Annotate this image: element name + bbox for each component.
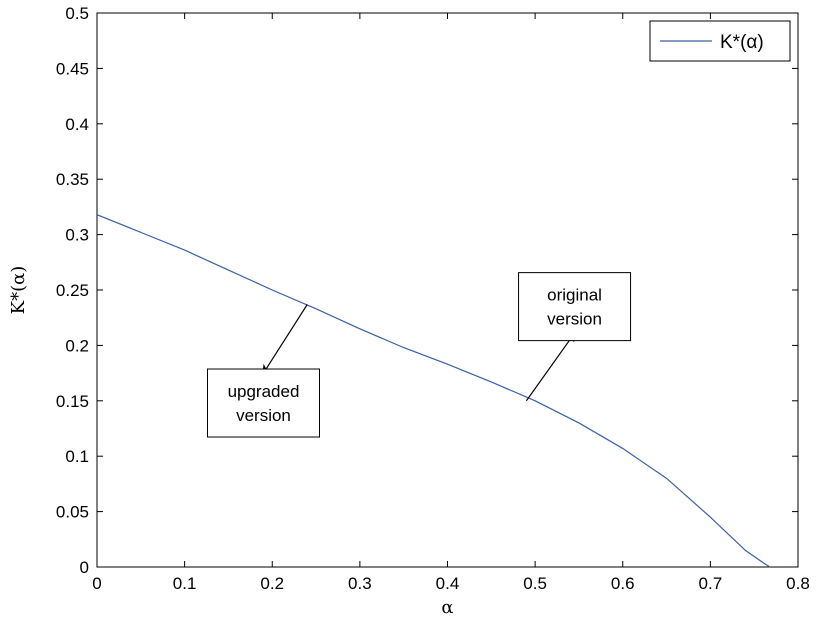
x-tick-label: 0 (92, 574, 101, 593)
y-tick-label: 0.25 (56, 281, 89, 300)
legend-label: K*(α) (720, 32, 764, 53)
x-tick-label: 0.7 (699, 574, 723, 593)
y-tick-label: 0.15 (56, 392, 89, 411)
annotation: original version (518, 272, 632, 402)
annotation-text: original (547, 286, 602, 305)
annotation: upgraded version (206, 304, 320, 438)
annotation-box (206, 368, 320, 438)
plot-area (96, 12, 799, 568)
annotation-arrow (262, 304, 308, 375)
y-tick-label: 0 (80, 558, 89, 577)
y-tick-label: 0.35 (56, 170, 89, 189)
x-tick-label: 0.4 (436, 574, 460, 593)
y-tick-label: 0.05 (56, 503, 89, 522)
y-tick-label: 0.1 (65, 447, 89, 466)
y-tick-label: 0.5 (65, 4, 89, 23)
annotation-text: upgraded (228, 382, 300, 401)
series-line (96, 214, 771, 568)
x-tick-label: 0.6 (611, 574, 635, 593)
y-axis-label: K*(α) (8, 266, 29, 315)
x-tick-label: 0.3 (348, 574, 372, 593)
annotation-text: version (236, 406, 291, 425)
x-tick-label: 0.8 (786, 574, 810, 593)
annotations: upgraded version original version (206, 272, 632, 438)
y-tick-label: 0.4 (65, 115, 89, 134)
annotation-text: version (547, 310, 602, 329)
x-axis-label: α (441, 597, 453, 618)
y-tick-label: 0.45 (56, 59, 89, 78)
series-group (96, 214, 771, 568)
x-tick-label: 0.1 (173, 574, 197, 593)
axis-ticks: 0 0.1 0.2 0.3 0.4 0.5 0.6 0.7 0.8 0 0.05 0.1 0.15 0.2… (56, 4, 810, 593)
x-tick-label: 0.2 (260, 574, 284, 593)
y-tick-label: 0.2 (65, 336, 89, 355)
y-tick-label: 0.3 (65, 226, 89, 245)
x-tick-label: 0.5 (523, 574, 547, 593)
annotation-arrow (525, 331, 576, 402)
annotation-box (518, 272, 632, 342)
legend: K*(α) (649, 20, 791, 62)
